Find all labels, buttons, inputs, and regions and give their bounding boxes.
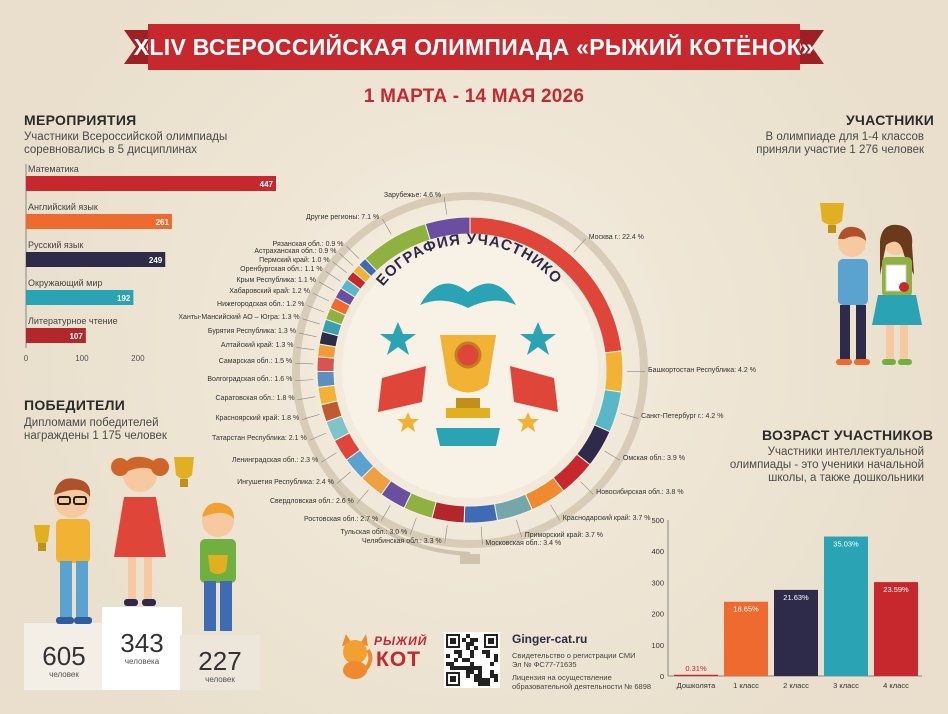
geo-slice — [424, 216, 471, 241]
cat-logo-icon — [342, 634, 373, 679]
age-title: ВОЗРАСТ УЧАСТНИКОВ — [762, 427, 934, 443]
age-pct-label: 18.65% — [733, 605, 759, 614]
geo-slice — [316, 356, 336, 372]
age-bar — [724, 601, 768, 676]
age-pct-label: 23.59% — [883, 585, 909, 594]
event-bar — [26, 252, 166, 267]
age-bar — [674, 674, 718, 676]
podium-1-unit: человек — [49, 670, 79, 679]
age-category-label: 3 класс — [833, 681, 859, 690]
age-text-3: школы, а также дошкольники — [768, 472, 924, 484]
age-category-label: 1 класс — [733, 681, 759, 690]
geo-slice — [593, 389, 622, 433]
age-text-2: олимпиады - это ученики начальной — [729, 459, 924, 471]
events-title: МЕРОПРИЯТИЯ — [24, 112, 137, 128]
logo-word-1: РЫЖИЙ — [374, 634, 428, 648]
geo-slice — [493, 493, 533, 522]
geo-slice — [316, 370, 336, 388]
title-ribbon — [124, 24, 824, 70]
geo-slice — [431, 501, 466, 524]
event-category-label: Математика — [28, 164, 79, 174]
event-x-tick: 200 — [131, 354, 145, 363]
age-bar — [774, 589, 818, 676]
age-y-tick: 0 — [660, 672, 664, 681]
podium-3-unit: человек — [205, 675, 235, 684]
registration-line-2: Эл № ФС77-71635 — [512, 660, 577, 669]
registration-line-1: Свидетельство о регистрации СМИ — [512, 651, 636, 660]
geography-chart: ГЕОГРАФИЯ УЧАСТНИКОВ — [270, 170, 648, 564]
geo-slice — [604, 350, 624, 393]
geo-slice — [463, 503, 499, 524]
podium-2-count: 343 — [120, 628, 164, 658]
podium-1-count: 605 — [42, 641, 86, 671]
age-y-tick: 100 — [651, 641, 664, 650]
event-category-label: Русский язык — [28, 240, 83, 250]
age-category-label: 4 класс — [883, 681, 909, 690]
trophy-emblem — [378, 283, 558, 446]
age-y-tick: 200 — [651, 610, 664, 619]
event-value-label: 192 — [117, 294, 131, 303]
event-bar — [26, 328, 86, 343]
event-value-label: 447 — [260, 180, 274, 189]
participants-text-1: В олимпиаде для 1-4 классов — [765, 131, 924, 143]
age-category-label: 2 класс — [783, 681, 809, 690]
winners-text-2: награждены 1 175 человек — [24, 430, 167, 442]
age-bar — [824, 536, 868, 676]
event-value-label: 249 — [149, 256, 163, 265]
age-text-1: Участники интеллектуальной — [767, 446, 924, 458]
event-x-tick: 100 — [75, 354, 89, 363]
age-y-tick: 500 — [651, 516, 664, 525]
events-text-2: соревновались в 5 дисциплинах — [24, 144, 198, 156]
age-category-label: Дошколята — [677, 681, 717, 690]
event-category-label: Английский язык — [28, 202, 98, 212]
site-link[interactable]: Ginger-cat.ru — [512, 632, 588, 646]
podium-3-count: 227 — [198, 646, 242, 676]
age-bar-chart: 0 100 200 300 400 500 0.31% Дошколята 18.65% 1 кл… — [651, 516, 922, 690]
participants-illustration — [820, 203, 922, 365]
event-category-label: Окружающий мир — [28, 278, 102, 288]
event-bar — [26, 290, 134, 305]
age-bar — [874, 582, 918, 676]
event-x-tick: 0 — [24, 354, 29, 363]
logo-word-2: КОТ — [376, 648, 421, 671]
boy-left-illustration — [34, 478, 92, 624]
event-bar — [26, 214, 172, 229]
winners-text-1: Дипломами победителей — [24, 417, 159, 429]
page-title: XLIV ВСЕРОССИЙСКАЯ ОЛИМПИАДА «РЫЖИЙ КОТЁ… — [133, 34, 815, 60]
license-line-1: Лицензия на осуществление — [512, 673, 612, 682]
event-value-label: 261 — [156, 218, 170, 227]
age-pct-label: 21.63% — [783, 593, 809, 602]
event-category-label: Литературное чтение — [28, 316, 118, 326]
boy-right-illustration — [200, 502, 236, 631]
age-y-tick: 300 — [651, 578, 664, 587]
winners-illustration — [24, 456, 260, 690]
event-value-label: 107 — [69, 332, 83, 341]
podium-2-unit: человека — [124, 657, 160, 666]
girl-middle-illustration — [111, 456, 194, 606]
age-y-tick: 400 — [651, 547, 664, 556]
license-line-2: образовательной деятельности № 6898 — [512, 682, 652, 691]
events-bar-chart: Математика 447 Английский язык 261 Русский я… — [24, 164, 276, 363]
participants-title: УЧАСТНИКИ — [846, 112, 935, 128]
age-pct-label: 35.03% — [833, 540, 859, 549]
events-text-1: Участники Всероссийской олимпиады — [24, 131, 228, 143]
geo-slice — [317, 384, 339, 406]
winners-title: ПОБЕДИТЕЛИ — [24, 397, 126, 413]
olympiad-dates: 1 МАРТА - 14 МАЯ 2026 — [363, 86, 585, 107]
event-bar — [26, 176, 276, 191]
age-pct-label: 0.31% — [685, 664, 707, 673]
participants-text-2: приняли участие 1 276 человек — [756, 144, 924, 156]
qr-code-icon — [444, 632, 500, 688]
